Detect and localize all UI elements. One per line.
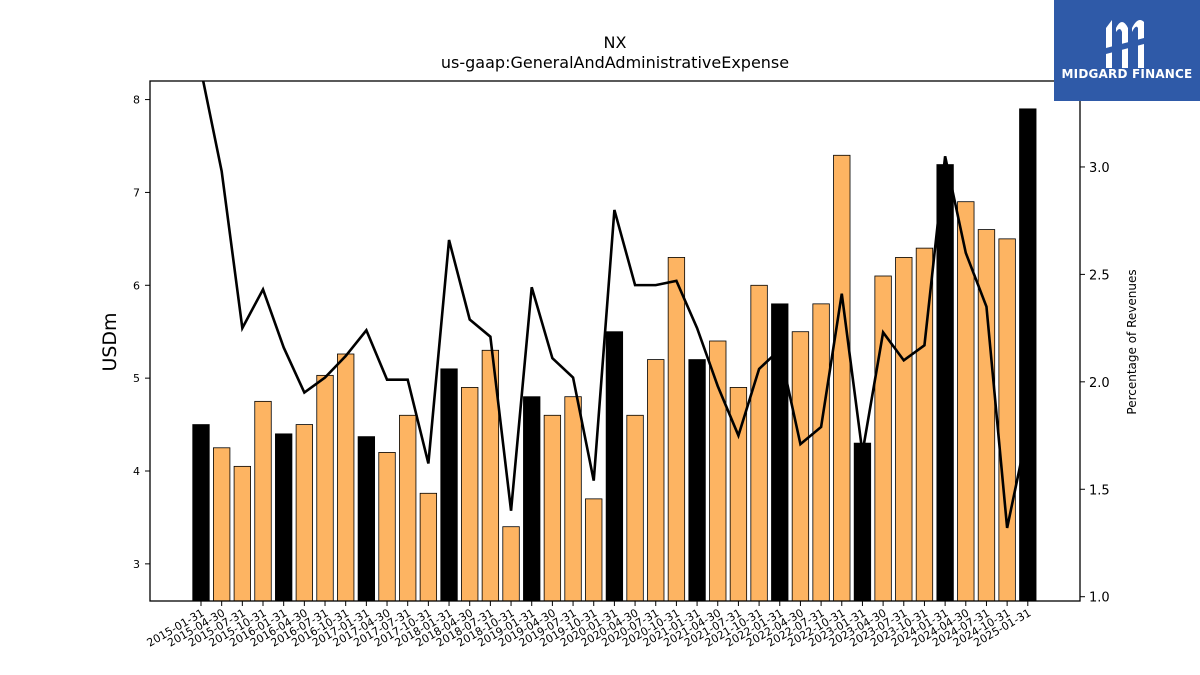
bar-2015-04-30 [213,447,231,602]
bar-2016-07-31 [316,374,334,602]
bar-2016-10-31 [337,353,355,602]
y-tick-label-6: 6 [133,279,140,292]
y-axis-right: 1.0 1.5 2.0 2.5 3.0 [1080,161,1110,606]
y-right-tick-label-4: 3.0 [1089,161,1110,176]
bar-2021-04-30 [709,340,727,602]
bar-2022-04-30 [791,331,810,602]
bar-group [192,108,1037,602]
bar-2017-04-30 [378,452,396,602]
bar-2025-01-31 [1019,108,1037,602]
bar-2020-01-31 [605,331,624,602]
bar-2017-07-31 [399,414,417,602]
bar-2024-01-31 [936,164,954,602]
bar-2015-10-31 [254,400,272,602]
logo-text: MIDGARD FINANCE [1061,67,1193,81]
bar-2016-01-31 [275,433,293,602]
revenue-percentage-line [201,81,1030,529]
bar-2023-07-31 [895,257,913,602]
y-tick-label-3: 3 [133,558,140,571]
y-right-tick-label-2: 2.0 [1089,376,1110,391]
bar-2024-04-30 [957,201,975,602]
y-right-tick-label-1: 1.5 [1089,483,1110,498]
bar-2018-04-30 [461,387,479,602]
bar-2023-01-31 [853,442,872,602]
bar-2020-07-31 [647,359,665,602]
bar-2020-10-31 [667,257,686,602]
brand-logo: MIDGARD FINANCE [1054,0,1200,101]
y-right-tick-label-0: 1.0 [1089,591,1110,606]
chart-title: NX [604,33,627,52]
bar-2023-04-30 [874,275,892,602]
midgard-logo-icon [1106,20,1144,68]
bar-2024-07-31 [977,229,996,602]
y-tick-label-8: 8 [133,94,140,107]
bar-2017-01-31 [357,436,376,602]
chart-subtitle: us-gaap:GeneralAndAdministrativeExpense [441,53,789,72]
bar-2021-01-31 [688,359,706,602]
bar-2016-04-30 [295,424,314,602]
line-layer [201,81,1030,529]
bar-2017-10-31 [419,492,438,602]
y-axis-label-right: Percentage of Revenues [1125,269,1139,414]
bar-2019-10-31 [585,498,603,602]
bar-2015-01-31 [192,424,210,602]
y-right-tick-label-3: 2.5 [1089,268,1110,283]
bar-2022-10-31 [833,154,851,602]
bar-2024-10-31 [998,238,1016,602]
bar-2018-01-31 [440,368,458,602]
bar-2022-07-31 [812,303,830,602]
y-axis-label-left: USDm [99,312,121,371]
bar-2020-04-30 [626,414,644,602]
x-axis: 2015-01-312015-04-302015-07-312015-10-31… [145,601,1033,650]
bar-2019-04-30 [543,414,562,602]
y-axis-left: 3 4 5 6 7 8 [133,94,150,571]
bar-2019-01-31 [523,396,541,602]
bar-2015-07-31 [233,465,251,602]
y-tick-label-5: 5 [133,372,140,385]
bar-2019-07-31 [564,396,582,602]
y-tick-label-7: 7 [133,186,140,199]
y-tick-label-4: 4 [133,465,140,478]
plot-frame [149,80,1081,602]
bar-2021-10-31 [750,284,768,602]
bar-2018-10-31 [502,526,520,602]
